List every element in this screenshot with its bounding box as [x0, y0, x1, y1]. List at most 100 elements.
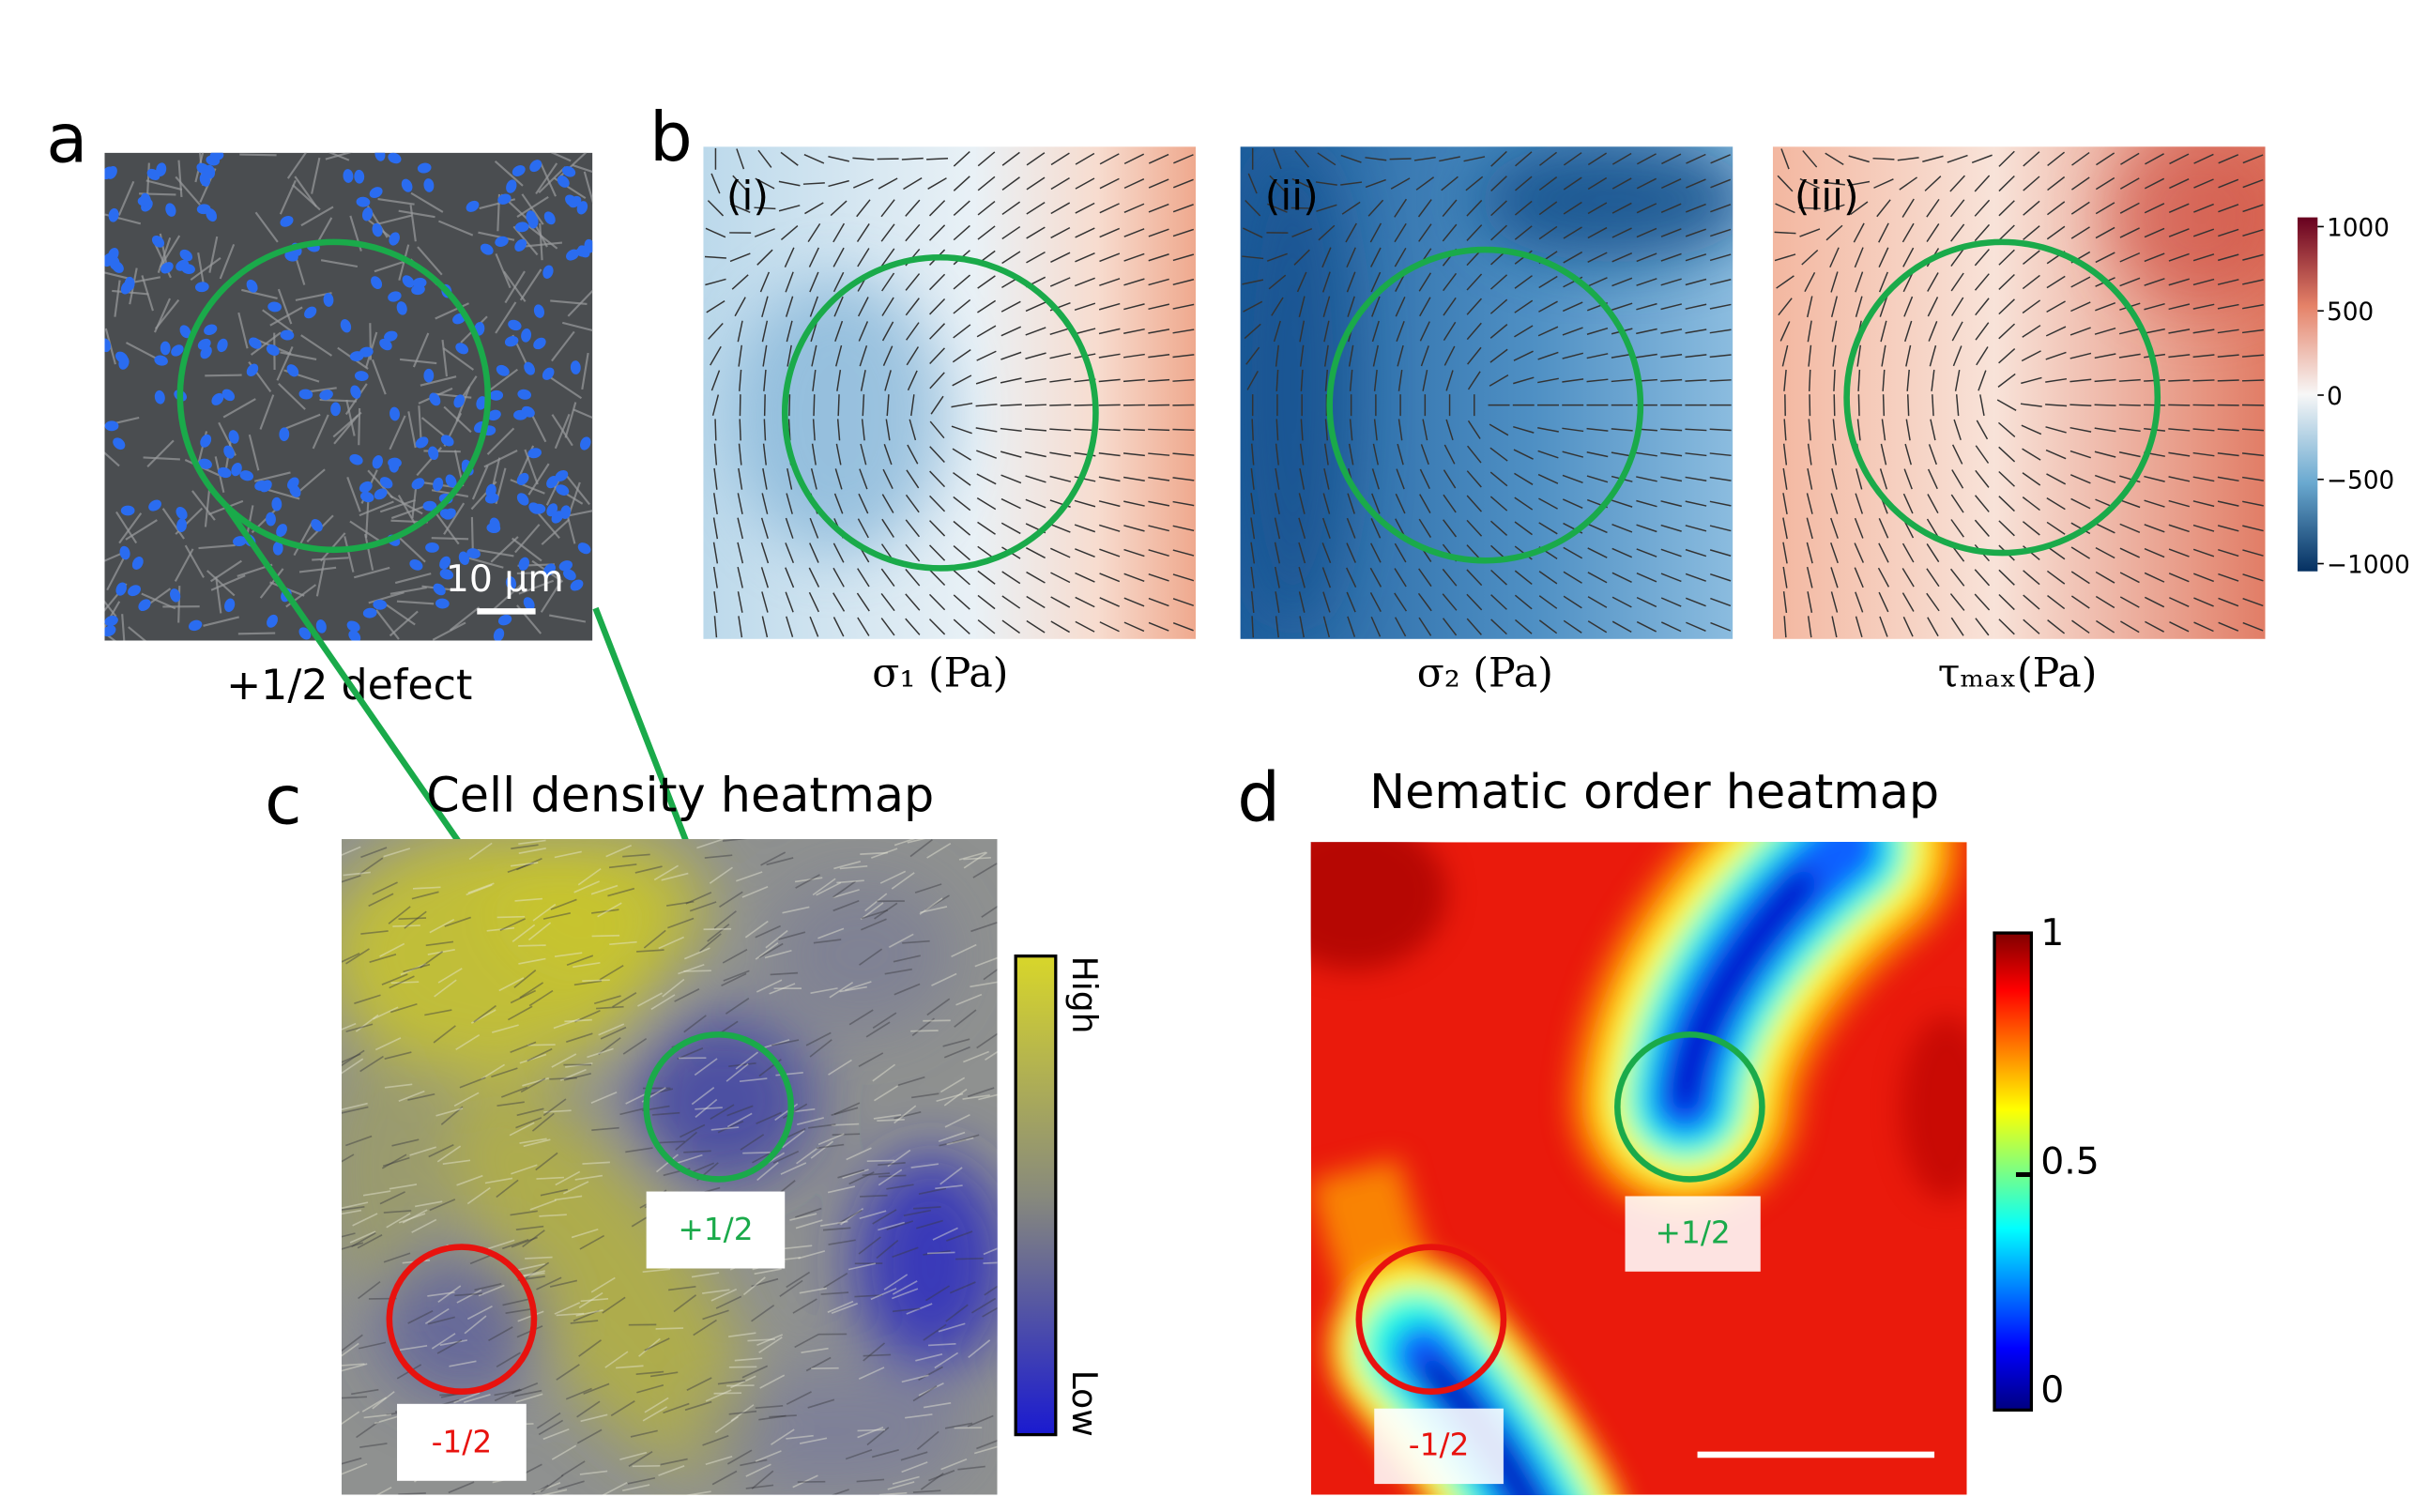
fibre	[510, 479, 545, 495]
cell-streak	[575, 1309, 603, 1317]
nucleus	[176, 259, 190, 271]
cell-streak	[543, 1109, 572, 1113]
director	[2095, 571, 2115, 584]
director	[1950, 494, 1964, 513]
director	[1901, 198, 1915, 218]
fibre	[153, 298, 171, 333]
director	[1830, 567, 1839, 588]
cell-streak	[936, 1092, 964, 1103]
director	[1807, 443, 1812, 466]
director	[1926, 518, 1939, 539]
director	[1611, 620, 1632, 634]
cell-streak	[651, 1111, 680, 1116]
director	[2242, 304, 2264, 310]
cell-streak	[372, 1391, 395, 1410]
cell-streak	[429, 1199, 456, 1212]
director	[881, 518, 894, 538]
director	[1397, 344, 1404, 367]
director	[928, 593, 946, 611]
director	[2045, 326, 2067, 337]
director	[1953, 419, 1962, 441]
director	[1321, 542, 1332, 564]
director	[761, 296, 769, 317]
cell-streak	[683, 1015, 707, 1033]
defect-label: -1/2	[1409, 1428, 1470, 1463]
fibre	[525, 241, 563, 248]
nucleus	[206, 155, 221, 166]
director	[2095, 523, 2115, 534]
fibre	[312, 414, 329, 450]
director	[804, 202, 824, 215]
director	[2046, 570, 2066, 585]
director	[2193, 621, 2214, 633]
panel-label: b	[649, 99, 693, 177]
director	[1880, 320, 1887, 343]
cell-streak	[368, 893, 394, 908]
director	[1373, 419, 1378, 441]
cell-streak	[872, 1063, 896, 1082]
director	[2217, 328, 2239, 334]
director	[2218, 228, 2239, 237]
director	[1660, 500, 1682, 508]
director	[1371, 493, 1381, 514]
cell-streak	[759, 1374, 786, 1389]
nucleus	[298, 627, 312, 640]
director	[813, 394, 816, 417]
director	[929, 520, 946, 537]
nucleus	[276, 524, 287, 538]
director	[1420, 345, 1429, 367]
cell-streak	[424, 1009, 452, 1016]
cell-streak	[587, 1047, 614, 1059]
fibre	[344, 536, 355, 573]
director	[1686, 153, 1706, 164]
director	[1855, 591, 1864, 613]
cell-streak	[710, 1126, 740, 1131]
cell-streak	[513, 970, 537, 988]
director	[2119, 227, 2140, 238]
director	[1783, 369, 1787, 391]
cell-streak	[764, 949, 792, 959]
director	[2217, 500, 2239, 507]
nucleus	[523, 597, 535, 611]
cell-streak	[887, 1481, 915, 1490]
director	[953, 619, 970, 635]
cell-streak	[813, 939, 842, 944]
director	[2242, 621, 2264, 632]
cell-streak	[540, 1188, 569, 1197]
director	[1098, 500, 1121, 508]
cell-streak	[381, 1153, 407, 1169]
director	[2192, 253, 2215, 262]
fibre	[204, 490, 211, 527]
director	[732, 175, 749, 192]
director	[1275, 419, 1279, 441]
fibre	[215, 576, 222, 614]
director	[2095, 202, 2115, 215]
director	[1877, 567, 1890, 588]
director	[1611, 177, 1632, 190]
director	[780, 151, 799, 166]
director	[1611, 499, 1633, 508]
cell-streak	[892, 1288, 919, 1300]
director	[1489, 298, 1508, 314]
cell-streak	[463, 1394, 491, 1403]
cell-streak	[928, 1470, 955, 1482]
director	[2119, 277, 2141, 287]
cell-streak	[935, 1184, 963, 1190]
director	[1930, 419, 1936, 441]
cell-streak	[518, 839, 546, 845]
director	[2118, 328, 2141, 335]
director	[1587, 596, 1608, 608]
nucleus	[546, 475, 558, 489]
director	[1123, 597, 1145, 607]
cell-streak	[342, 1232, 356, 1242]
cell-streak	[918, 1366, 943, 1382]
label-box	[1374, 1408, 1504, 1485]
cell-streak	[636, 1384, 664, 1394]
cell-streak	[860, 902, 884, 921]
nucleus	[286, 364, 299, 377]
nucleus	[354, 169, 365, 184]
director	[1346, 567, 1357, 588]
director	[1782, 517, 1788, 540]
cell-streak	[675, 1131, 697, 1151]
nucleus	[531, 503, 546, 514]
